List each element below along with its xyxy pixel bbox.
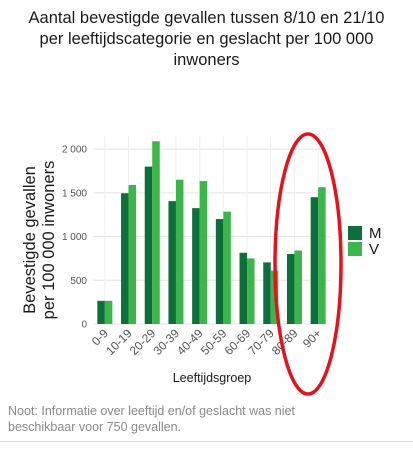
chart-title: Aantal bevestigde gevallen tussen 8/10 e… [0, 8, 413, 71]
bar-m-90+ [310, 197, 319, 324]
x-tick-label: 90+ [300, 326, 324, 350]
bar-v-30-39 [175, 179, 184, 324]
bar-v-40-49 [199, 181, 208, 324]
chart-title-line-3: inwoners [173, 51, 240, 69]
bar-v-80-89 [294, 250, 302, 324]
x-tick-label: 30-39 [150, 326, 182, 358]
bar-v-10-19 [128, 184, 137, 324]
y-tick-label: 1 000 [62, 232, 87, 243]
bar-m-80-89 [286, 254, 295, 324]
x-axis-ticks: 0-910-1920-2930-3940-4950-5960-6970-7980… [89, 326, 324, 358]
x-tick-label: 50-59 [198, 326, 230, 358]
y-tick-label: 0 [81, 320, 87, 331]
bar-m-60-69 [239, 252, 248, 324]
footnote: Noot: Informatie over leeftijd en/of ges… [8, 403, 403, 435]
bar-m-20-29 [144, 166, 153, 324]
x-tick-label: 10-19 [103, 326, 135, 358]
x-tick-label: 20-29 [127, 326, 159, 358]
x-tick-label: 70-79 [245, 326, 277, 358]
bar-v-60-69 [247, 258, 255, 324]
bar-v-50-59 [223, 211, 231, 324]
bar-m-40-49 [192, 208, 200, 324]
y-axis-title-line-2: per 100 000 inwoners [40, 161, 58, 320]
y-axis-ticks: 0 500 1 000 1 500 2 000 [62, 145, 87, 331]
footnote-line-1: Noot: Informatie over leeftijd en/of ges… [8, 404, 295, 418]
bar-m-50-59 [215, 219, 224, 324]
bar-m-30-39 [168, 201, 176, 324]
legend: MV [348, 225, 382, 258]
legend-swatch-v [348, 242, 362, 256]
legend-label-v: V [369, 241, 379, 258]
y-tick-label: 1 500 [62, 188, 87, 199]
bars [97, 141, 326, 324]
chart-title-line-2: per leeftijdscategorie en geslacht per 1… [39, 30, 374, 48]
x-tick-label: 60-69 [222, 326, 254, 358]
bar-m-10-19 [121, 193, 129, 324]
legend-swatch-m [348, 226, 362, 240]
y-tick-label: 2 000 [62, 145, 87, 156]
highlight-ellipse [273, 132, 343, 396]
y-tick-label: 500 [70, 276, 87, 287]
bar-v-90+ [318, 187, 326, 324]
bar-chart: 0 500 1 000 1 500 2 000 0-910-1920-2930-3940… [21, 132, 382, 396]
y-axis-title-line-1: Bevestigde gevallen [21, 166, 39, 314]
bar-v-0-9 [104, 300, 113, 324]
bar-v-20-29 [152, 141, 160, 324]
x-axis-title: Leeftijdsgroep [173, 371, 252, 385]
footnote-line-2: beschikbaar voor 750 gevallen. [8, 420, 182, 434]
bar-m-70-79 [263, 262, 271, 324]
legend-label-m: M [369, 225, 382, 242]
bar-m-0-9 [97, 300, 105, 324]
divider [0, 441, 413, 442]
chart-title-line-1: Aantal bevestigde gevallen tussen 8/10 e… [28, 9, 385, 27]
x-tick-label: 40-49 [174, 326, 206, 358]
